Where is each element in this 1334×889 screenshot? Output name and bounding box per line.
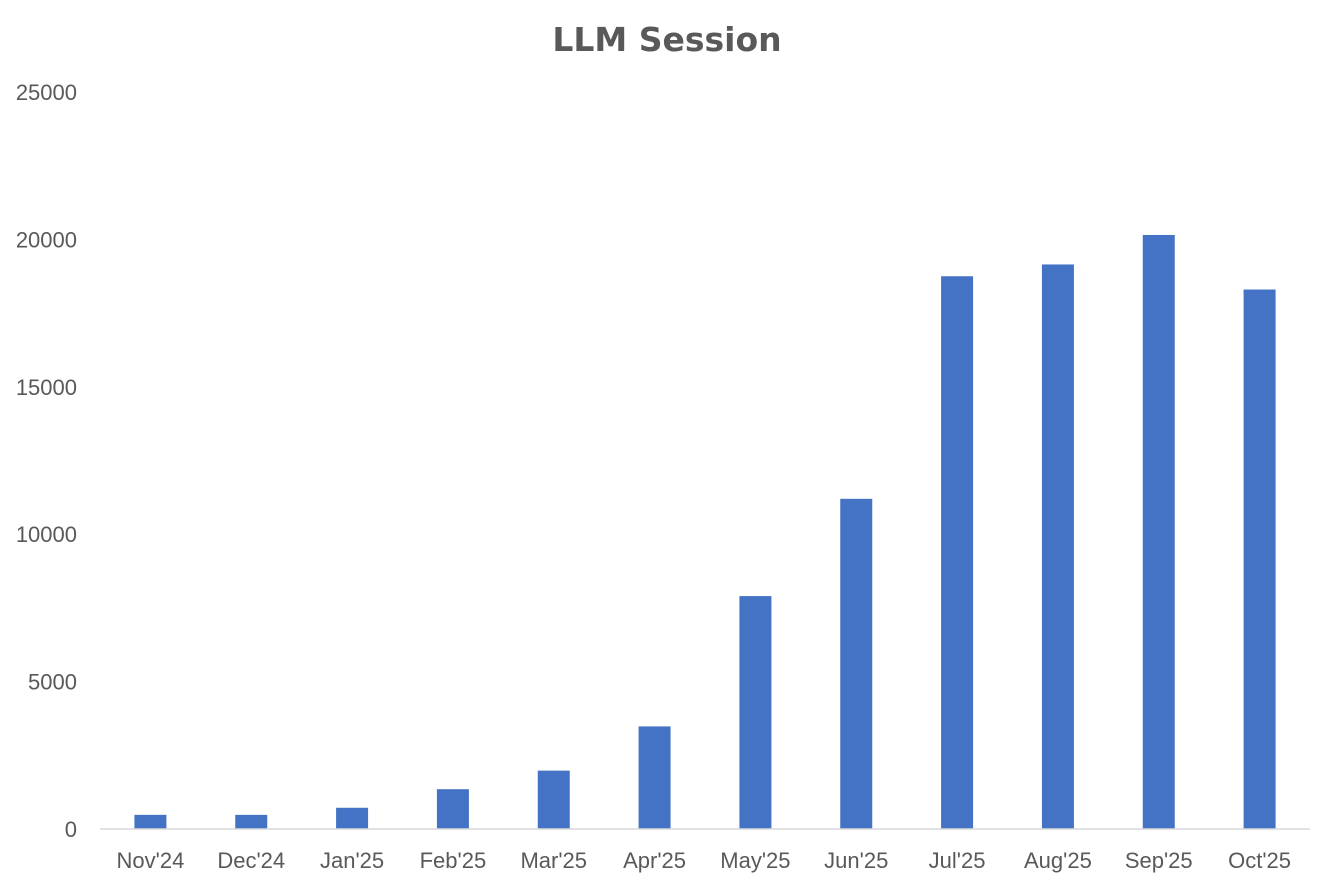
x-tick-label: Feb'25 (420, 848, 487, 873)
x-tick-label: Apr'25 (623, 848, 686, 873)
bar (739, 596, 772, 829)
x-tick-label: Jul'25 (929, 848, 986, 873)
x-tick-label: Sep'25 (1125, 848, 1193, 873)
bar (436, 789, 469, 829)
x-tick-label: Dec'24 (217, 848, 285, 873)
bar (336, 807, 369, 829)
y-tick-label: 25000 (16, 80, 77, 105)
chart-title: LLM Session (552, 20, 782, 59)
x-tick-label: Aug'25 (1024, 848, 1092, 873)
y-tick-label: 10000 (16, 522, 77, 547)
y-tick-label: 5000 (28, 670, 77, 695)
y-tick-label: 0 (65, 817, 77, 842)
x-tick-label: Mar'25 (520, 848, 587, 873)
bar (1041, 264, 1074, 829)
bar (1243, 289, 1276, 829)
y-tick-label: 20000 (16, 227, 77, 252)
bar (134, 814, 167, 829)
y-tick-label: 15000 (16, 375, 77, 400)
bar (235, 814, 268, 829)
bar (638, 726, 671, 829)
x-axis: Nov'24 Dec'24 Jan'25 Feb'25 Mar'25 Apr'25 May'… (117, 848, 1292, 873)
x-tick-label: Oct'25 (1228, 848, 1291, 873)
x-tick-label: Jan'25 (320, 848, 384, 873)
y-axis: 0 5000 10000 15000 20000 25000 (16, 80, 77, 842)
x-tick-label: Jun'25 (824, 848, 888, 873)
bar (840, 498, 873, 829)
x-tick-label: Nov'24 (117, 848, 185, 873)
x-tick-label: May'25 (720, 848, 790, 873)
bar-series (134, 234, 1276, 829)
bar (1142, 234, 1175, 829)
bar (941, 276, 974, 829)
bar (537, 770, 570, 829)
